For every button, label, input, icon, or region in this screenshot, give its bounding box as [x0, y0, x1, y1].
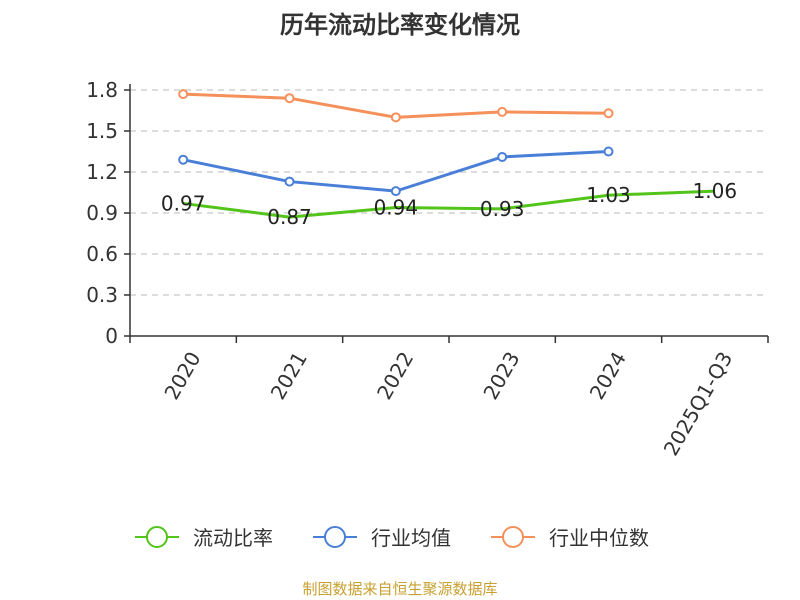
series-2-point-3 [497, 106, 508, 117]
legend-label-1: 行业均值 [371, 526, 451, 550]
legend-item-2[interactable]: 行业中位数 [491, 526, 649, 550]
y-tick-label-1: 0.3 [86, 283, 118, 307]
series-0-label-1: 0.87 [267, 205, 312, 229]
series-2-point-1 [284, 93, 295, 104]
y-tick-label-0: 0 [105, 324, 118, 348]
x-tick-label-5: 2025Q1-Q3 [659, 348, 738, 460]
series-line-0 [182, 189, 715, 219]
y-tick-label-4: 1.2 [86, 160, 118, 184]
y-tick-label-6: 1.8 [86, 78, 118, 102]
series-2-point-0 [178, 89, 189, 100]
source-note: 制图数据来自恒生聚源数据库 [302, 580, 497, 598]
gridlines [130, 89, 768, 296]
series-0-label-3: 0.93 [480, 197, 525, 221]
chart-title: 历年流动比率变化情况 [280, 11, 520, 39]
x-tick-label-1: 2021 [266, 348, 312, 404]
legend-item-0[interactable]: 流动比率 [135, 526, 273, 550]
data-labels: 0.97 0.87 0.94 0.93 1.03 1.06 [161, 179, 737, 229]
series-1-point-3 [497, 151, 508, 162]
series-0-label-5: 1.06 [693, 179, 738, 203]
legend-item-1[interactable]: 行业均值 [313, 526, 451, 550]
series-1-point-0 [178, 154, 189, 165]
series-2-point-4 [603, 108, 614, 119]
legend-marker-2 [502, 526, 524, 548]
series-1-point-2 [390, 186, 401, 197]
legend-marker-1 [324, 526, 346, 548]
series-0-label-4: 1.03 [586, 183, 631, 207]
series-layer [178, 89, 715, 219]
series-1-point-1 [284, 176, 295, 187]
legend[interactable]: 流动比率 行业均值 行业中位数 [135, 526, 649, 550]
series-1-point-4 [603, 146, 614, 157]
series-0-label-0: 0.97 [161, 191, 206, 215]
series-0-label-2: 0.94 [374, 196, 419, 220]
legend-label-0: 流动比率 [193, 526, 273, 550]
x-axis-ticks: 2020 2021 2022 2023 2024 2025Q1-Q3 [129, 336, 769, 460]
x-tick-label-2: 2022 [372, 348, 418, 404]
legend-label-2: 行业中位数 [549, 526, 649, 550]
series-2-point-2 [390, 112, 401, 123]
x-tick-label-4: 2024 [585, 348, 631, 404]
y-tick-label-5: 1.5 [86, 119, 118, 143]
series-line-1 [182, 150, 609, 193]
x-tick-label-0: 2020 [159, 348, 205, 404]
x-tick-label-3: 2023 [478, 347, 524, 403]
y-axis-ticks: 0 0.3 0.6 0.9 1.2 1.5 1.8 [86, 78, 130, 348]
y-tick-label-2: 0.6 [86, 242, 118, 266]
y-tick-label-3: 0.9 [86, 201, 118, 225]
legend-marker-0 [146, 526, 168, 548]
